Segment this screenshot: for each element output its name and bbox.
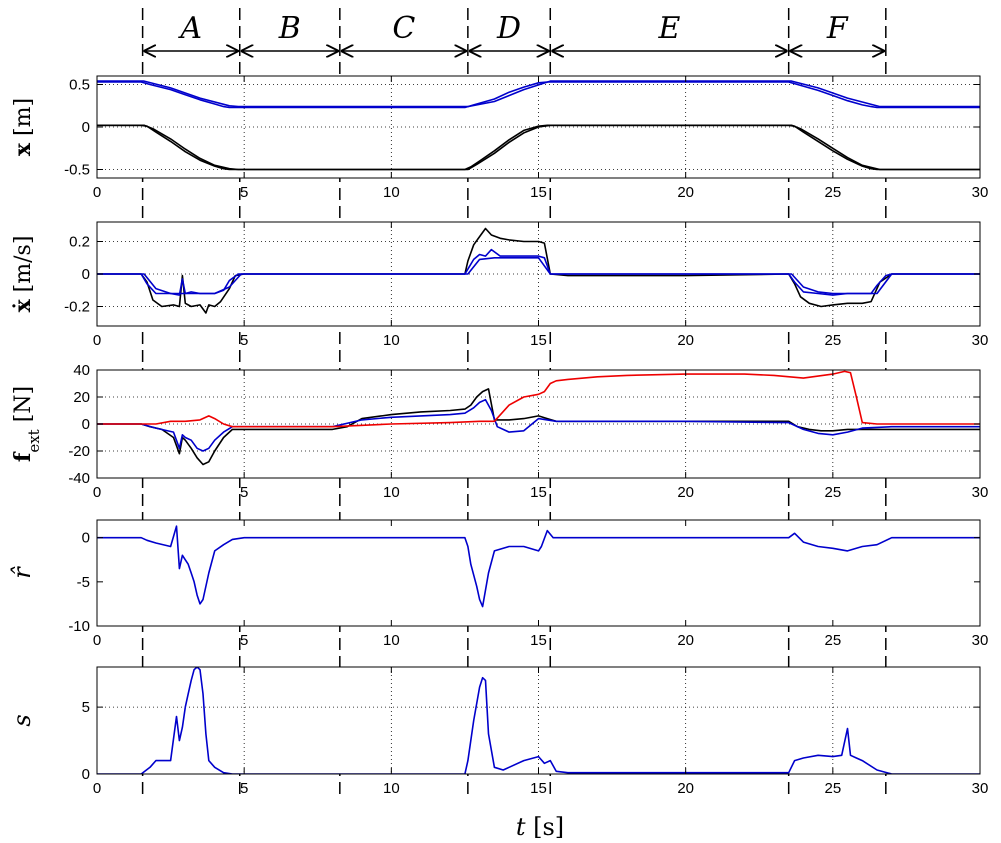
x-tick-label: 30 [972, 632, 989, 649]
y-axis-label-3: fext [N] [10, 386, 43, 462]
x-tick-label: 20 [677, 484, 694, 501]
y-tick-label: -20 [68, 443, 90, 460]
series-line-4 [97, 80, 980, 108]
subplot-4: 0 5 10 15 20 25 30 0 -5 -10 r̂ [8, 519, 989, 649]
subplot-5: 0 5 10 15 20 25 30 5 0 s [8, 666, 989, 797]
x-tick-label: 0 [93, 632, 101, 649]
x-tick-label: 10 [383, 780, 400, 797]
x-tick-label: 30 [972, 780, 989, 797]
x-tick-label: 10 [383, 484, 400, 501]
x-tick-label: 5 [240, 484, 248, 501]
x-tick-label: 15 [530, 484, 547, 501]
y-tick-label: -10 [68, 618, 90, 635]
subplot-1: 0 5 10 15 20 25 300.50-0.5x [m] [10, 75, 989, 201]
y-tick-label: 0.2 [69, 234, 90, 251]
subplot-3: 0 5 10 15 20 25 30 40 20 0 -20 -40 fext [N] [10, 362, 988, 501]
x-tick-label: 10 [383, 632, 400, 649]
phase-label-D: D [496, 11, 521, 46]
x-tick-label: 30 [972, 332, 989, 349]
y-tick-label: 0 [82, 530, 90, 547]
x-tick-label: 5 [240, 780, 248, 797]
subplot-2: 0 5 10 15 20 25 300.20-0.2ẋ [m/s] [10, 221, 989, 349]
x-tick-label: 15 [530, 632, 547, 649]
y-tick-label: 0 [82, 266, 90, 283]
series-line-2 [97, 248, 980, 296]
series-line-1 [97, 124, 980, 171]
y-tick-label: 0.5 [69, 77, 90, 94]
x-tick-label: 0 [93, 780, 101, 797]
x-tick-label: 20 [677, 632, 694, 649]
subplots: 0 5 10 15 20 25 300.50-0.5x [m]0 5 10 15 20 25 300.2… [8, 75, 989, 797]
x-tick-label: 20 [677, 184, 694, 201]
series-line-2 [97, 124, 980, 171]
y-tick-label: 20 [73, 389, 90, 406]
y-tick-label: -0.5 [64, 162, 90, 179]
y-axis-label-1: x [m] [10, 98, 36, 156]
series-line-3 [97, 81, 980, 109]
series-line-1 [97, 525, 980, 608]
y-tick-label: 0 [82, 416, 90, 433]
x-tick-label: 10 [383, 332, 400, 349]
series-line-3 [97, 370, 980, 428]
phase-label-C: C [392, 11, 415, 46]
series-line-3 [97, 256, 980, 295]
x-tick-label: 5 [240, 332, 248, 349]
plot-area [97, 520, 980, 626]
phase-label-F: F [826, 11, 849, 46]
phase-label-B: B [278, 11, 301, 46]
x-tick-label: 30 [972, 484, 989, 501]
y-tick-label: -40 [68, 470, 90, 487]
x-tick-label: 20 [677, 332, 694, 349]
x-tick-label: 5 [240, 632, 248, 649]
x-axis-label: t [s] [516, 813, 564, 841]
x-tick-label: 15 [530, 332, 547, 349]
x-tick-label: 0 [93, 484, 101, 501]
x-tick-label: 0 [93, 332, 101, 349]
x-tick-label: 15 [530, 184, 547, 201]
y-tick-label: 40 [73, 362, 90, 379]
x-tick-label: 25 [824, 484, 841, 501]
y-axis-label-2: ẋ [m/s] [10, 236, 36, 313]
phase-label-E: E [658, 11, 681, 46]
y-tick-label: -0.2 [64, 299, 90, 316]
y-tick-label: 0 [82, 119, 90, 136]
y-axis-label-4: r̂ [8, 566, 36, 579]
series-line-2 [97, 398, 980, 452]
x-tick-label: 0 [93, 184, 101, 201]
y-tick-label: 5 [82, 699, 90, 716]
x-tick-label: 15 [530, 780, 547, 797]
x-tick-label: 20 [677, 780, 694, 797]
phase-label-A: A [177, 11, 202, 46]
series-line-1 [97, 667, 980, 774]
y-tick-label: 0 [82, 766, 90, 783]
x-tick-label: 30 [972, 184, 989, 201]
x-tick-label: 10 [383, 184, 400, 201]
x-tick-label: 25 [824, 780, 841, 797]
x-tick-label: 25 [824, 332, 841, 349]
x-tick-label: 25 [824, 184, 841, 201]
x-tick-label: 5 [240, 184, 248, 201]
plot-area [97, 370, 980, 478]
y-axis-label-5: s [8, 714, 36, 726]
y-tick-label: -5 [77, 574, 90, 591]
x-tick-label: 25 [824, 632, 841, 649]
